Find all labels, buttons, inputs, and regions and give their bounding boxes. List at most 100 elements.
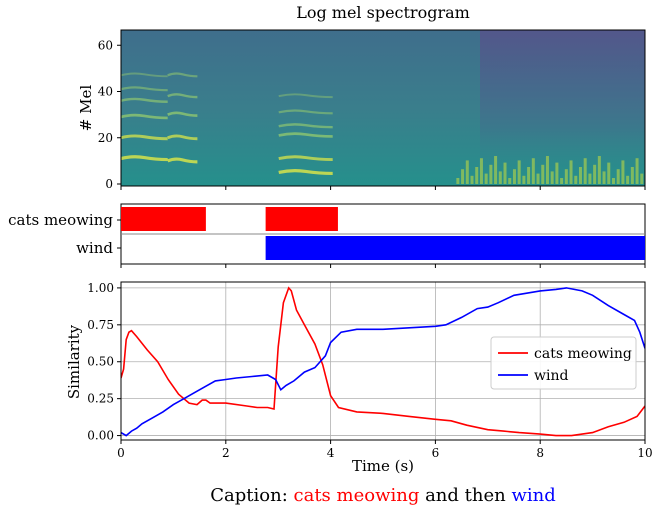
- wind-burst: [616, 169, 620, 184]
- wind-burst: [512, 169, 516, 184]
- meow-harmonics-2: [278, 93, 333, 176]
- wind-burst: [456, 178, 460, 184]
- wind-burst: [522, 175, 526, 184]
- wind-burst: [508, 178, 512, 184]
- similarity-xtick-label: 2: [222, 446, 230, 460]
- spectrogram-title: Log mel spectrogram: [296, 3, 470, 22]
- wind-burst: [489, 164, 493, 184]
- similarity-xlabel: Time (s): [352, 457, 414, 475]
- harmonic-band: [278, 93, 333, 99]
- caption: Caption: cats meowing and then wind: [210, 485, 555, 506]
- wind-burst: [593, 164, 597, 184]
- harmonic-band: [167, 157, 198, 164]
- wind-burst: [541, 164, 545, 184]
- series-line-cats-meowing: [121, 286, 645, 437]
- spectrogram-ytick-label: 20: [98, 131, 113, 145]
- wind-burst: [607, 162, 611, 184]
- wind-burst: [479, 158, 483, 184]
- wind-burst: [470, 175, 474, 184]
- similarity-xticks: 0 2 4 6 8 10: [117, 440, 653, 460]
- legend: cats meowing wind: [490, 336, 637, 390]
- similarity-xtick-label: 10: [637, 446, 652, 460]
- wind-burst: [621, 160, 625, 184]
- spectrogram-heatmap: [121, 30, 645, 186]
- similarity-xtick-label: 4: [327, 446, 335, 460]
- similarity-ylabel: Similarity: [65, 324, 83, 399]
- harmonic-band: [121, 155, 168, 162]
- harmonic-band: [278, 169, 333, 176]
- harmonic-band: [167, 134, 198, 141]
- wind-burst: [564, 169, 568, 184]
- event-bar-cats-meowing: [121, 207, 206, 231]
- wind-burst: [597, 156, 601, 184]
- wind-burst: [503, 162, 507, 184]
- event-label: wind: [76, 239, 113, 257]
- event-bar-cats-meowing: [265, 207, 338, 231]
- event-bar-wind: [265, 236, 645, 260]
- event-label: cats meowing: [8, 211, 113, 229]
- harmonic-band: [121, 86, 168, 92]
- wind-burst: [498, 171, 502, 184]
- wind-burst: [640, 173, 644, 184]
- similarity-xtick-label: 8: [536, 446, 544, 460]
- spectrogram-xticks: [120, 186, 646, 268]
- wind-burst: [578, 167, 582, 184]
- wind-burst: [588, 173, 592, 184]
- wind-burst: [560, 178, 564, 184]
- wind-burst: [465, 160, 469, 184]
- spectrogram-yticks: 0 20 40 60: [98, 38, 121, 191]
- wind-burst: [630, 167, 634, 184]
- harmonic-band: [167, 111, 198, 117]
- harmonic-band: [121, 97, 168, 103]
- wind-burst: [602, 171, 606, 184]
- event-labels: cats meowing wind: [8, 211, 121, 257]
- wind-burst: [475, 167, 479, 184]
- wind-burst: [517, 160, 521, 184]
- harmonic-band: [121, 134, 168, 141]
- wind-burst: [545, 156, 549, 184]
- harmonic-band: [278, 155, 333, 162]
- similarity-ytick-label: 1.00: [87, 281, 114, 295]
- wind-energy: [456, 156, 644, 184]
- wind-burst: [574, 175, 578, 184]
- wind-burst: [611, 178, 615, 184]
- wind-burst: [583, 158, 587, 184]
- similarity-ytick-label: 0.75: [87, 318, 114, 332]
- wind-burst: [536, 173, 540, 184]
- similarity-xtick-label: 6: [432, 446, 440, 460]
- wind-burst: [569, 160, 573, 184]
- harmonic-band: [278, 123, 333, 129]
- meow-harmonics-1: [121, 72, 198, 164]
- wind-burst: [555, 162, 559, 184]
- similarity-ytick-label: 0.50: [87, 355, 114, 369]
- wind-burst: [531, 158, 535, 184]
- spectrogram-ylabel: # Mel: [77, 85, 95, 132]
- spectrogram-ytick-label: 0: [105, 177, 113, 191]
- wind-burst: [484, 173, 488, 184]
- wind-burst: [635, 158, 639, 184]
- harmonic-band: [121, 113, 168, 120]
- series-line-wind: [121, 287, 645, 437]
- legend-label-cats-meowing: cats meowing: [534, 346, 632, 362]
- spectrogram-ytick-label: 60: [98, 38, 113, 52]
- harmonic-band: [278, 109, 333, 115]
- similarity-ytick-label: 0.00: [87, 429, 114, 443]
- harmonic-band: [278, 132, 333, 138]
- wind-burst: [527, 167, 531, 184]
- wind-burst: [626, 175, 630, 184]
- event-bars: [121, 207, 645, 260]
- similarity-ytick-label: 0.25: [87, 392, 114, 406]
- legend-label-wind: wind: [534, 368, 568, 384]
- wind-burst: [550, 171, 554, 184]
- similarity-frame: [120, 281, 646, 441]
- harmonic-band: [167, 72, 198, 78]
- similarity-xtick-label: 0: [117, 446, 125, 460]
- similarity-grid: [120, 282, 646, 440]
- spectrogram-ytick-label: 40: [98, 85, 113, 99]
- harmonic-band: [167, 93, 198, 99]
- wind-burst: [461, 169, 465, 184]
- similarity-yticks: 0.00 0.25 0.50 0.75 1.00: [87, 281, 121, 443]
- harmonic-band: [121, 72, 168, 78]
- wind-burst: [494, 156, 498, 184]
